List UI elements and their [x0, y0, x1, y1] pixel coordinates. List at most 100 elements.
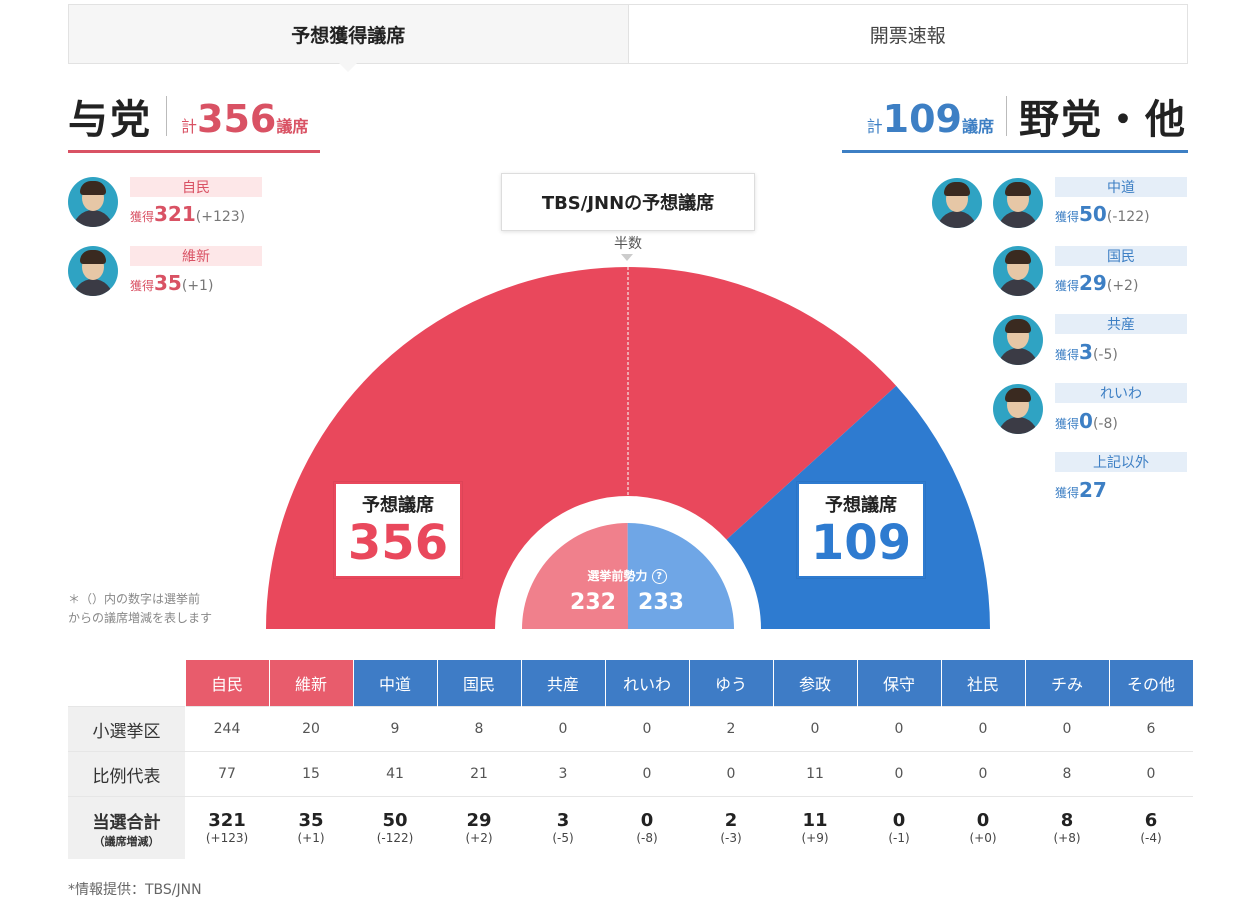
seats-prefix: 獲得: [1055, 348, 1080, 362]
party-label-others: 上記以外: [1055, 452, 1187, 472]
total-value: 2: [724, 810, 738, 831]
total-diff: (+1): [297, 831, 325, 845]
ruling-name: 与党: [68, 97, 152, 143]
total-unit: 議席: [276, 117, 309, 136]
avatar-kokumin-icon: [993, 246, 1043, 296]
ruling-total: 計 356 議席: [181, 97, 308, 141]
table-cell: 11: [773, 751, 857, 797]
total-diff: (+9): [801, 831, 829, 845]
seats-prefix: 獲得: [130, 210, 155, 224]
inner-slice-opposition: [627, 523, 734, 629]
pre-election-label: 選挙前勢力 ?: [560, 567, 694, 584]
ruling-seats-box: 予想議席 356: [333, 481, 463, 579]
total-row-subtitle: （議席増減）: [93, 834, 160, 848]
table-cell: 21: [437, 751, 521, 797]
table-cell: 8: [1025, 751, 1109, 797]
table-cell: 0: [773, 706, 857, 752]
party-label-kyosan: 共産: [1055, 314, 1187, 334]
seats-number: 35: [154, 271, 182, 295]
total-value: 35: [298, 810, 324, 831]
table-cell: 0: [1025, 706, 1109, 752]
party-seats-kokumin: 獲得29(+2): [1055, 271, 1138, 295]
table-cell: 8 (+8): [1025, 796, 1109, 859]
total-diff: (-4): [1140, 831, 1162, 845]
seats-prefix: 獲得: [1055, 417, 1080, 431]
col-yu: ゆう: [689, 660, 774, 707]
table-cell: 3 (-5): [521, 796, 605, 859]
seats-diff: (+1): [181, 278, 214, 294]
tab-predicted-seats[interactable]: 予想獲得議席: [68, 4, 628, 72]
inner-slice-ruling: [522, 523, 628, 629]
chart-title: TBS/JNNの予想議席: [501, 173, 755, 231]
footer-credit: *情報提供：TBS/JNN: [68, 882, 202, 898]
tab-bar: 予想獲得議席 開票速報: [68, 4, 1188, 72]
total-value: 50: [382, 810, 408, 831]
divider: [166, 96, 167, 136]
party-seats-jimin: 獲得321(+123): [130, 202, 245, 226]
avatar-ishin-icon: [68, 246, 118, 296]
table-cell: 50 (-122): [353, 796, 437, 859]
seats-diff: (+2): [1106, 278, 1139, 294]
table-cell: 0: [689, 751, 773, 797]
active-tab-caret: [339, 63, 358, 72]
party-seats-chudo: 獲得50(-122): [1055, 202, 1150, 226]
total-value: 29: [466, 810, 492, 831]
col-reiwa: れいわ: [605, 660, 690, 707]
opposition-underline: [842, 150, 1188, 153]
table-cell: 29 (+2): [437, 796, 521, 859]
seats-diff: (-5): [1092, 347, 1118, 363]
table-cell: 0 (-1): [857, 796, 941, 859]
table-total-row: 当選合計 （議席増減） 321 (+123) 35 (+1) 50 (-122) 29…: [68, 796, 1193, 859]
opposition-seats-label: 予想議席: [825, 495, 897, 516]
seats-number: 0: [1079, 409, 1093, 433]
total-value: 0: [976, 810, 990, 831]
total-prefix: 計: [181, 117, 198, 136]
table-cell: 0 (-8): [605, 796, 689, 859]
total-diff: (+8): [1053, 831, 1081, 845]
table-cell: 0: [857, 751, 941, 797]
tab-label: 開票速報: [869, 24, 946, 47]
majority-arrow: [621, 254, 633, 261]
col-shamin: 社民: [941, 660, 1026, 707]
opposition-header: 計 109 議席 野党・他: [867, 86, 1187, 146]
row-header: 当選合計 （議席増減）: [68, 796, 185, 859]
table-cell: 321 (+123): [185, 796, 269, 859]
total-diff: (-1): [888, 831, 910, 845]
total-diff: (+0): [969, 831, 997, 845]
total-value: 321: [208, 810, 246, 831]
pre-election-opposition-value: 233: [638, 590, 684, 615]
question-circle-icon[interactable]: ?: [651, 569, 667, 584]
seats-number: 29: [1079, 271, 1107, 295]
avatar-chudo-a-icon: [932, 178, 982, 228]
total-unit: 議席: [961, 117, 994, 136]
results-table: 自民 維新 中道 国民 共産 れいわ ゆう 参政 保守 社民 チみ その他 小選…: [68, 660, 1194, 859]
col-ishin: 維新: [269, 660, 354, 707]
party-label-ishin: 維新: [130, 246, 262, 266]
tab-live-results[interactable]: 開票速報: [627, 4, 1188, 64]
col-kokumin: 国民: [437, 660, 522, 707]
seats-diff: (-122): [1106, 209, 1150, 225]
col-jimin: 自民: [185, 660, 270, 707]
opposition-total-number: 109: [882, 97, 962, 141]
tab-label: 予想獲得議席: [291, 24, 406, 47]
party-label-reiwa: れいわ: [1055, 383, 1187, 403]
avatar-chudo-b-icon: [993, 178, 1043, 228]
table-cell: 244: [185, 706, 269, 752]
col-kyosan: 共産: [521, 660, 606, 707]
table-cell: 6: [1109, 706, 1193, 752]
note-line-2: からの議席増減を表します: [68, 611, 213, 625]
note-line-1: ＊（）内の数字は選挙前: [68, 592, 201, 606]
table-row: 比例代表 77 15 41 21 3 0 0 11 0 0 8 0: [68, 751, 1193, 797]
table-corner: [68, 660, 186, 707]
col-others: その他: [1109, 660, 1194, 707]
party-seats-reiwa: 獲得0(-8): [1055, 409, 1118, 433]
table-header-row: 自民 維新 中道 国民 共産 れいわ ゆう 参政 保守 社民 チみ その他: [68, 660, 1194, 707]
table-cell: 35 (+1): [269, 796, 353, 859]
seats-prefix: 獲得: [1055, 210, 1080, 224]
total-value: 11: [802, 810, 828, 831]
total-prefix: 計: [866, 117, 883, 136]
total-value: 8: [1060, 810, 1074, 831]
table-row: 小選挙区 244 20 9 8 0 0 2 0 0 0 0 6: [68, 706, 1193, 752]
table-cell: 0: [521, 706, 605, 752]
total-value: 0: [640, 810, 654, 831]
